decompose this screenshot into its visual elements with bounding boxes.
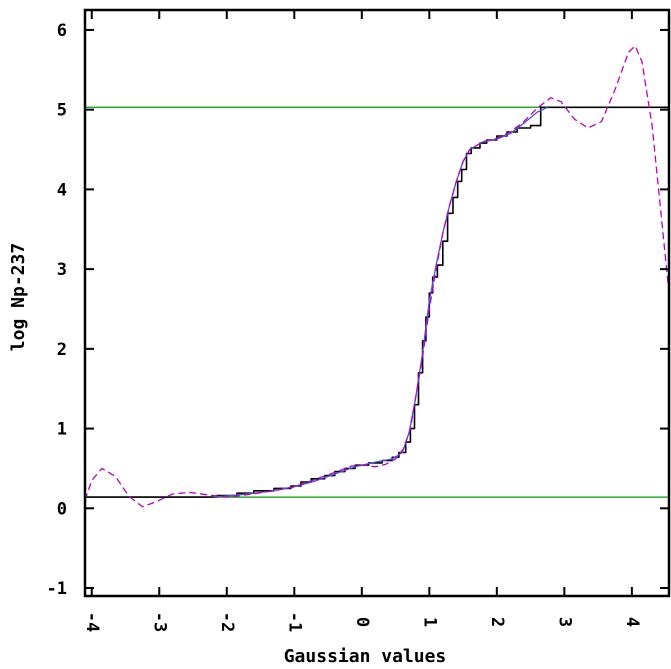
y-tick-label: 0: [57, 499, 67, 519]
plot-frame: [83, 8, 671, 598]
plot-content: [85, 45, 669, 508]
y-tick-label: 6: [57, 21, 67, 41]
x-tick-label: 1: [419, 617, 439, 627]
y-tick-label: 2: [57, 340, 67, 360]
tick-labels: -1 0 1 2 3 4 5 6 -4 -3 -2 -1 0 1 2 3 4: [47, 21, 642, 632]
y-tick-label: -1: [47, 579, 67, 599]
axis-ticks: [85, 10, 669, 596]
step-series-line: [85, 106, 669, 498]
x-tick-label: -4: [82, 612, 102, 632]
x-tick-label: 0: [352, 617, 372, 627]
smooth-series-line: [213, 106, 548, 498]
x-tick-label: 2: [487, 617, 507, 627]
x-tick-label: -3: [149, 612, 169, 632]
x-tick-label: -1: [284, 612, 304, 632]
x-tick-label: 4: [622, 617, 642, 627]
x-axis-title: Gaussian values: [284, 646, 447, 667]
y-tick-label: 5: [57, 101, 67, 121]
y-tick-label: 4: [57, 180, 67, 200]
x-tick-label: -2: [217, 612, 237, 632]
y-axis-title: log Np-237: [8, 243, 29, 351]
y-tick-label: 1: [57, 420, 67, 440]
x-tick-label: 3: [554, 617, 574, 627]
dashed-series-line: [85, 45, 669, 508]
y-tick-label: 3: [57, 260, 67, 280]
